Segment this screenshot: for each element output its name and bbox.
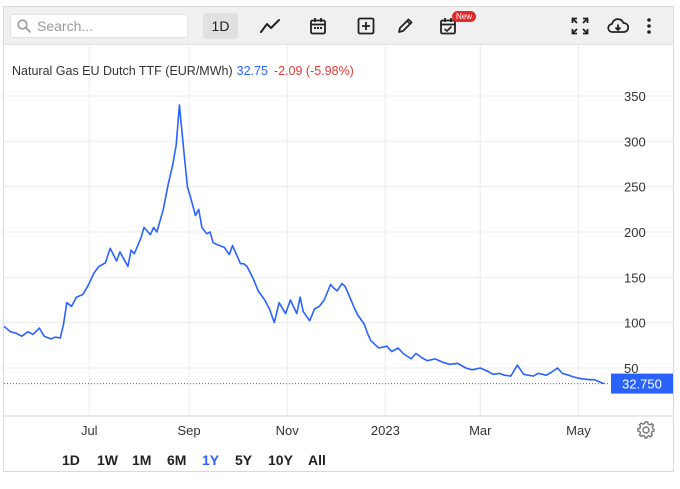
- settings-button[interactable]: [637, 421, 655, 439]
- toolbar: 1D: [4, 7, 673, 45]
- series-line: [4, 104, 605, 385]
- period-button-1d[interactable]: 1D: [62, 452, 80, 468]
- period-button-10y[interactable]: 10Y: [268, 452, 293, 468]
- y-axis: 50 100 150 200 250 300 350: [624, 89, 646, 376]
- legend-symbol: Natural Gas EU Dutch TTF (EUR/MWh): [12, 64, 233, 78]
- period-button-6m[interactable]: 6M: [167, 452, 187, 468]
- legend: Natural Gas EU Dutch TTF (EUR/MWh) 32.75-…: [12, 64, 354, 78]
- grid: [4, 45, 673, 416]
- chart-type-button[interactable]: [256, 13, 284, 39]
- last-price-label: 32.750: [622, 377, 662, 392]
- price-chart[interactable]: Jul Sep Nov 2023 Mar May 50 100 150 200 250 300 350…: [4, 7, 673, 450]
- x-tick-label: Mar: [469, 423, 492, 438]
- fullscreen-icon: [571, 17, 589, 35]
- y-tick-label: 50: [624, 361, 638, 376]
- search-icon: [17, 19, 31, 33]
- calendar-check-icon: [440, 18, 456, 35]
- period-button-1m[interactable]: 1M: [132, 452, 152, 468]
- interval-button[interactable]: 1D: [203, 13, 238, 39]
- x-tick-label: 2023: [371, 423, 400, 438]
- y-tick-label: 100: [624, 316, 646, 331]
- cloud-download-icon: [607, 18, 629, 33]
- y-tick-label: 200: [624, 225, 646, 240]
- line-chart-icon: [260, 19, 280, 33]
- gear-icon: [637, 421, 655, 439]
- period-button-all[interactable]: All: [308, 452, 326, 468]
- y-tick-label: 250: [624, 180, 646, 195]
- period-button-1y[interactable]: 1Y: [202, 452, 220, 468]
- search-input[interactable]: [37, 17, 185, 35]
- fullscreen-button[interactable]: [567, 13, 593, 39]
- more-vert-icon: [647, 18, 651, 34]
- legend-change: -2.09 (-5.98%): [273, 64, 354, 78]
- x-tick-label: Sep: [177, 423, 200, 438]
- add-indicator-icon: [357, 17, 375, 35]
- add-indicator-button[interactable]: [352, 13, 380, 39]
- more-button[interactable]: [640, 13, 658, 39]
- period-button-1w[interactable]: 1W: [97, 452, 118, 468]
- x-tick-label: Nov: [276, 423, 300, 438]
- y-tick-label: 350: [624, 89, 646, 104]
- y-tick-label: 150: [624, 270, 646, 285]
- download-button[interactable]: [604, 13, 632, 39]
- new-badge: New: [452, 11, 477, 22]
- x-axis: Jul Sep Nov 2023 Mar May: [81, 423, 591, 438]
- last-price-tag: [611, 373, 673, 394]
- x-tick-label: May: [566, 423, 591, 438]
- chart-widget: 1D: [3, 6, 674, 472]
- pencil-icon: [398, 18, 413, 33]
- x-tick-label: Jul: [81, 423, 98, 438]
- events-button[interactable]: [434, 13, 462, 39]
- calendar-icon: [310, 18, 326, 35]
- search-box[interactable]: [10, 14, 188, 38]
- y-tick-label: 300: [624, 134, 646, 149]
- date-range-button[interactable]: [304, 13, 332, 39]
- legend-price: 32.75: [236, 64, 268, 78]
- period-selector: 1D 1W 1M 6M 1Y 5Y 10Y All: [4, 450, 673, 472]
- period-button-5y[interactable]: 5Y: [235, 452, 253, 468]
- draw-button[interactable]: [391, 13, 419, 39]
